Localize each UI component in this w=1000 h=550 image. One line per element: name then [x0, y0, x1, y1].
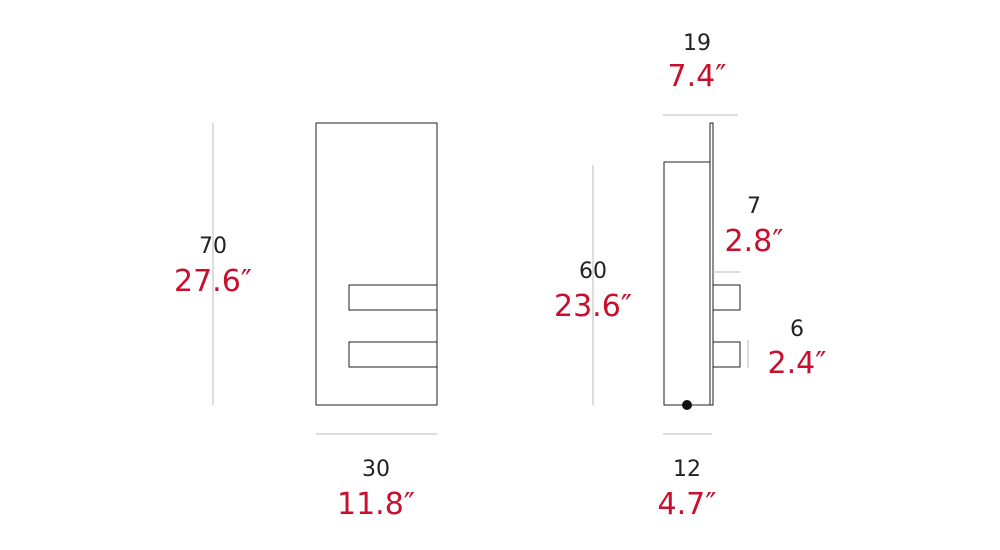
- slot: [348, 341, 438, 368]
- cm-label: 60: [579, 259, 607, 284]
- inch-label: 27.6″: [174, 264, 252, 299]
- front-view: [315, 122, 438, 406]
- cm-label: 12: [673, 457, 701, 482]
- cm-label: 19: [683, 31, 711, 56]
- inch-label: 2.4″: [768, 346, 827, 381]
- pivot: [682, 400, 692, 410]
- body: [663, 161, 711, 406]
- inch-label: 7.4″: [668, 59, 727, 94]
- cm-label: 30: [362, 457, 390, 482]
- bracket: [712, 284, 741, 311]
- cm-label: 6: [790, 317, 804, 342]
- inch-label: 23.6″: [554, 289, 632, 324]
- slot: [348, 284, 438, 311]
- inch-label: 2.8″: [725, 224, 784, 259]
- bracket: [712, 341, 741, 368]
- inch-label: 11.8″: [337, 487, 415, 522]
- side-view: [663, 122, 741, 410]
- plate: [709, 122, 714, 406]
- cm-label: 70: [199, 234, 227, 259]
- inch-label: 4.7″: [658, 487, 717, 522]
- cm-label: 7: [747, 194, 761, 219]
